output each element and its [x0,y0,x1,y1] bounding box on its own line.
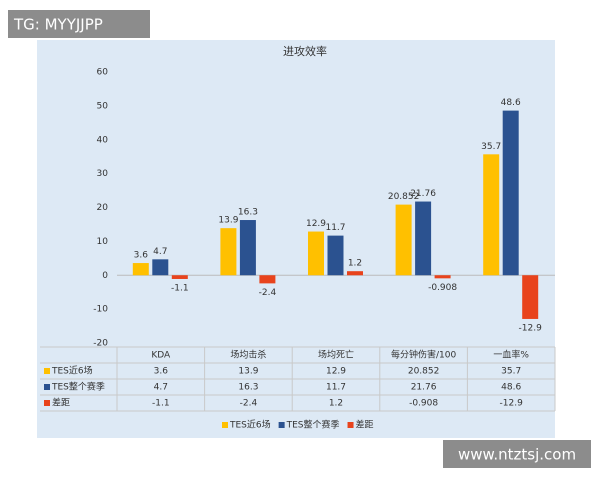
table-cell: -1.1 [152,399,170,409]
row-label: TES整个赛季 [51,381,105,393]
value-label: 20.852 [388,192,420,202]
table-cell: 48.6 [501,383,521,393]
table-header: 场均击杀 [230,349,266,361]
value-label: 21.76 [410,189,436,199]
value-label: 3.6 [134,251,149,261]
watermark-box [8,10,150,38]
watermark: www.ntztsj.com [458,446,576,464]
bar [308,231,324,276]
bar [239,220,256,276]
y-tick-label: 20 [97,203,109,213]
legend-label: 差距 [356,419,374,431]
bar [259,275,276,284]
bar [220,228,237,276]
bar [395,204,412,276]
table-cell: 21.76 [411,383,437,393]
table-cell: 12.9 [326,367,346,377]
bar [347,271,363,276]
y-tick-label: 40 [97,135,109,145]
legend-key [44,368,50,374]
bar [327,235,344,276]
table-header: 每分钟伤害/100 [391,349,456,361]
value-label: 16.3 [238,208,258,218]
value-label: 35.7 [481,142,501,152]
value-label: -2.4 [259,288,277,298]
table-header: 场均死亡 [318,349,354,361]
legend-key [44,400,50,406]
plot: -20 -10 0 10 20 30 40 50 60 3.6 13.9 12.9 20.852 35.7… [40,68,556,431]
table-cell: 35.7 [501,367,521,377]
bar [132,263,149,276]
legend-key [278,422,285,428]
y-tick-label: 0 [102,271,108,281]
table-header: KDA [151,351,171,361]
bar [415,201,432,276]
y-tick-label: -10 [93,305,108,315]
value-label: -12.9 [519,323,543,333]
legend-key [44,384,50,390]
y-tick-label: 60 [97,68,109,78]
value-label: -1.1 [171,283,189,293]
y-tick-label: 30 [97,169,109,179]
legend-key [347,422,354,428]
row-label: TES近6场 [51,365,93,377]
bar [171,275,188,279]
value-label: 1.2 [348,259,362,269]
table-cell: -2.4 [240,399,258,409]
value-label: 12.9 [306,219,326,229]
legend-label: TES整个赛季 [286,419,340,431]
chart-title: 进攻效率 [283,44,327,58]
bar [152,259,169,276]
bar [502,110,519,276]
bar [522,275,539,319]
legend-label: TES近6场 [229,419,271,431]
value-label: 48.6 [501,98,521,108]
chart-background [37,40,555,438]
table-cell: 16.3 [238,383,258,393]
row-label: 差距 [52,397,70,409]
bar [434,275,451,279]
table-cell: 13.9 [238,367,258,377]
watermark: TG: MYYJJPP [13,16,103,34]
table-cell: 3.6 [154,367,169,377]
table-cell: 4.7 [154,383,168,393]
watermark-box [443,440,591,468]
table-header: 一血率% [493,349,529,361]
value-label: -0.908 [428,283,457,293]
table-cell: 1.2 [329,399,343,409]
value-label: 4.7 [153,247,167,257]
table-cell: -12.9 [500,399,524,409]
y-tick-label: 10 [97,237,109,247]
value-label: 13.9 [218,216,238,226]
table-cell: -0.908 [409,399,438,409]
y-tick-label: -20 [93,339,108,349]
legend-key [222,422,228,428]
table-cell: 20.852 [408,367,440,377]
table-cell: 11.7 [326,383,346,393]
value-label: 11.7 [325,223,345,233]
y-tick-label: 50 [97,101,109,111]
bar [483,154,500,276]
